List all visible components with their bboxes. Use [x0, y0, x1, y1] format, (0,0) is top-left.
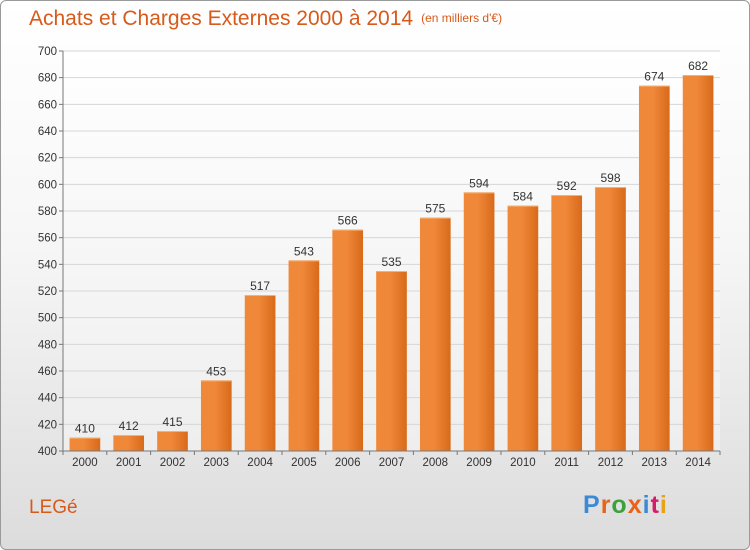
- bar: [288, 260, 320, 451]
- x-tick-label: 2007: [379, 457, 405, 469]
- data-label: 517: [250, 279, 270, 293]
- y-tick-label: 580: [38, 206, 57, 218]
- x-tick-label: 2013: [642, 457, 668, 469]
- y-tick-label: 480: [38, 339, 57, 351]
- x-tick-label: 2001: [116, 457, 142, 469]
- chart-title: Achats et Charges Externes 2000 à 2014 (e…: [29, 7, 502, 31]
- x-tick-label: 2006: [335, 457, 361, 469]
- y-tick-label: 660: [38, 99, 57, 111]
- brand-letter: t: [650, 491, 660, 519]
- bar: [419, 217, 451, 451]
- bar: [244, 295, 276, 451]
- y-tick-label: 440: [38, 393, 57, 405]
- bar: [463, 192, 495, 452]
- bar: [332, 229, 364, 451]
- x-tick-label: 2000: [72, 457, 98, 469]
- brand-letter: i: [659, 491, 668, 519]
- brand-letter: i: [642, 491, 651, 519]
- data-labels: 410 412 415 453 517 543 566 535 575 594 584 592 598 6…: [75, 59, 709, 436]
- x-tick-label: 2014: [685, 457, 711, 469]
- chart-title-text: Achats et Charges Externes 2000 à 2014: [29, 7, 414, 30]
- x-tick-label: 2004: [247, 457, 273, 469]
- data-label: 598: [600, 171, 620, 185]
- bar: [69, 437, 101, 451]
- data-label: 566: [338, 214, 358, 228]
- bar: [200, 380, 232, 451]
- y-tick-label: 560: [38, 233, 57, 245]
- y-tick-label: 460: [38, 366, 57, 378]
- data-label: 592: [557, 179, 577, 193]
- y-tick-label: 640: [38, 126, 57, 138]
- x-tick-label: 2010: [510, 457, 536, 469]
- bar: [551, 195, 583, 451]
- y-tick-label: 540: [38, 259, 57, 271]
- brand-letter: o: [611, 491, 628, 519]
- data-label: 674: [644, 70, 664, 84]
- data-label: 415: [162, 415, 182, 429]
- x-tick-label: 2003: [204, 457, 230, 469]
- x-axis: 2000 2001 2002 2003 2004 2005 2006 2007 2008 2009…: [62, 450, 721, 469]
- data-label: 594: [469, 176, 489, 190]
- bar: [113, 435, 145, 451]
- y-tick-label: 600: [38, 179, 57, 191]
- bar: [638, 85, 670, 452]
- data-label: 410: [75, 422, 95, 436]
- data-label: 584: [513, 190, 533, 204]
- bars: [69, 75, 714, 452]
- data-label: 453: [206, 364, 226, 378]
- data-label: 535: [381, 255, 401, 269]
- y-tick-label: 520: [38, 286, 57, 298]
- data-label: 412: [119, 419, 139, 433]
- y-tick-label: 680: [38, 73, 57, 85]
- brand-letter: P: [583, 491, 601, 519]
- bar: [507, 205, 539, 451]
- x-tick-label: 2011: [554, 457, 579, 469]
- x-tick-label: 2009: [466, 457, 492, 469]
- bar: [376, 271, 407, 451]
- y-tick-label: 500: [38, 313, 57, 325]
- x-tick-label: 2008: [423, 457, 449, 469]
- bar: [682, 75, 714, 451]
- brand-letter: x: [627, 491, 643, 519]
- y-tick-label: 420: [38, 419, 57, 431]
- x-tick-label: 2002: [160, 457, 186, 469]
- bar: [157, 431, 188, 451]
- brand-letter: r: [600, 491, 612, 519]
- data-label: 575: [425, 202, 445, 216]
- data-label: 543: [294, 244, 314, 258]
- bar: [595, 187, 626, 451]
- y-tick-label: 400: [38, 446, 57, 458]
- chart-unit: (en milliers d'€): [421, 11, 503, 25]
- x-tick-label: 2012: [598, 457, 624, 469]
- y-axis: 400 420 440 460 480 500 520 540 560 580 600 620 640 6…: [38, 46, 64, 458]
- commune-name: LEGé: [29, 497, 78, 518]
- y-tick-label: 700: [38, 46, 57, 58]
- y-tick-label: 620: [38, 153, 57, 165]
- brand-logo: Proxiti: [583, 491, 668, 520]
- data-label: 682: [688, 59, 708, 73]
- x-tick-label: 2005: [291, 457, 317, 469]
